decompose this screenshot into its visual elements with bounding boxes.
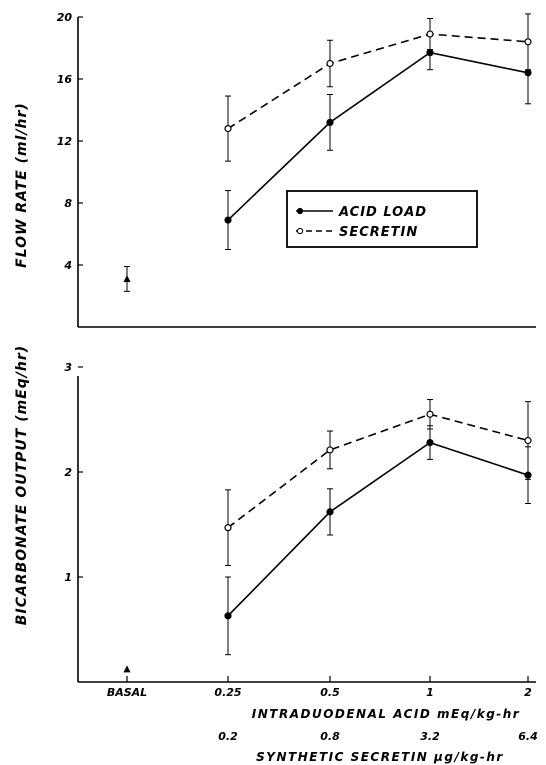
- legend-label: ACID LOAD: [338, 205, 427, 220]
- x-tick-label: 2: [524, 686, 532, 699]
- basal-point: [123, 665, 131, 673]
- acid-load-point: [326, 118, 334, 127]
- acid-axis-title: INTRADUODENAL ACID mEq/kg-hr: [252, 707, 520, 721]
- secretin-series-line: [227, 33, 529, 130]
- legend-box: [286, 190, 478, 248]
- legend-marker: [296, 227, 304, 235]
- secretin-tick-label: 3.2: [420, 730, 440, 743]
- y-tick-label: 12: [57, 135, 73, 148]
- secretin-point: [524, 38, 532, 46]
- secretin-point: [326, 446, 334, 454]
- bicarbonate-panel: 1 2 3 BICARBONATE OUTPUT (mEq/hr): [14, 345, 536, 683]
- acid-load-point: [426, 49, 434, 57]
- secretin-tick-label: 0.8: [320, 730, 340, 743]
- acid-load-point: [224, 216, 232, 224]
- y-axis-title: FLOW RATE (ml/hr): [14, 102, 30, 268]
- y-tick-label: 3: [64, 361, 72, 374]
- x-tick-label: BASAL: [107, 686, 147, 699]
- acid-load-series-line: [227, 51, 529, 221]
- x-tick-label: 0.25: [214, 686, 241, 699]
- legend-label: SECRETIN: [339, 225, 418, 240]
- secretin-point: [224, 125, 232, 133]
- secretin-axis-title: SYNTHETIC SECRETIN µg/kg-hr: [256, 750, 504, 764]
- acid-load-point: [524, 69, 532, 77]
- acid-load-series-line: [227, 441, 529, 617]
- legend-marker: [296, 207, 304, 215]
- shared-x-axis: BASAL 0.25 0.5 1 2 INTRADUODENAL ACID mEq/kg-…: [107, 676, 538, 764]
- secretin-point: [426, 410, 434, 418]
- y-tick-label: 2: [64, 466, 72, 479]
- y-tick-label: 4: [63, 259, 72, 272]
- y-tick-label: 1: [64, 571, 72, 584]
- secretin-tick-label: 0.2: [218, 730, 238, 743]
- x-tick-label: 0.5: [320, 686, 340, 699]
- acid-load-point: [224, 612, 232, 620]
- y-tick-label: 16: [57, 73, 73, 86]
- basal-point: [123, 274, 131, 282]
- secretin-point: [326, 59, 334, 68]
- acid-load-point: [426, 439, 434, 447]
- secretin-point: [224, 524, 232, 532]
- flow-rate-panel: 4 8 12 16 20 FLOW RATE (ml/hr) ACID LOAD SECRET…: [14, 11, 536, 328]
- y-tick-label: 8: [64, 197, 72, 210]
- x-tick-label: 1: [426, 686, 434, 699]
- secretin-point: [524, 436, 532, 445]
- secretin-series-line: [227, 413, 529, 529]
- y-tick-label: 20: [57, 11, 73, 24]
- secretin-point: [426, 30, 434, 38]
- secretin-tick-label: 6.4: [518, 730, 538, 743]
- legend: ACID LOAD SECRETIN: [286, 190, 478, 248]
- acid-load-point: [326, 508, 334, 516]
- y-axis-title: BICARBONATE OUTPUT (mEq/hr): [14, 345, 30, 625]
